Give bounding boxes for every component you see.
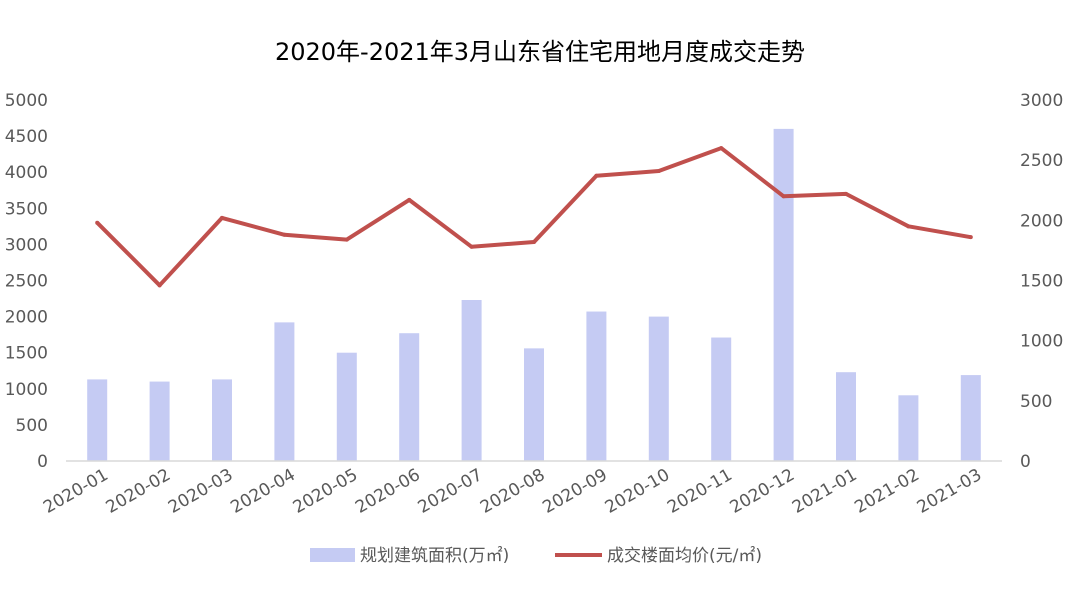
x-tick-label: 2020-06 <box>352 465 424 518</box>
bar <box>274 322 295 461</box>
x-tick-label: 2020-11 <box>664 465 736 518</box>
line-point <box>594 173 599 178</box>
line-point <box>906 224 911 229</box>
line-point <box>407 197 412 202</box>
left-y-tick-label: 0 <box>37 452 48 472</box>
bar <box>149 381 170 461</box>
left-y-tick-label: 2000 <box>5 308 48 328</box>
line-point <box>469 244 474 249</box>
bar <box>773 128 794 461</box>
right-y-tick-label: 2500 <box>1020 151 1063 171</box>
left-y-tick-label: 4000 <box>5 163 48 183</box>
left-y-tick-label: 3000 <box>5 235 48 255</box>
x-tick-label: 2021-03 <box>914 465 986 518</box>
bar <box>711 337 732 461</box>
legend-swatch-bars <box>310 548 355 562</box>
right-y-tick-label: 2000 <box>1020 211 1063 231</box>
line-point <box>781 194 786 199</box>
series-line <box>95 146 972 288</box>
bar <box>524 348 544 461</box>
legend: 规划建筑面积(万㎡) 成交楼面均价(元/㎡) <box>310 546 762 566</box>
bar <box>586 311 607 461</box>
legend-label-bars: 规划建筑面积(万㎡) <box>360 546 509 566</box>
left-y-tick-label: 2500 <box>5 272 48 292</box>
left-y-tick-label: 1000 <box>5 380 48 400</box>
bar <box>836 372 856 461</box>
line-series <box>95 146 973 288</box>
x-tick-label: 2021-02 <box>851 465 923 518</box>
x-tick-label: 2020-04 <box>227 465 299 518</box>
line-point <box>844 191 848 196</box>
x-tick-label: 2020-12 <box>727 465 799 518</box>
x-tick-label: 2020-10 <box>602 465 674 518</box>
right-y-tick-label: 3000 <box>1020 91 1063 111</box>
left-y-tick-label: 5000 <box>5 91 48 111</box>
line-point <box>968 235 973 240</box>
x-tick-label: 2020-03 <box>165 465 237 518</box>
left-y-axis: 0 500 1000 1500 2000 2500 3000 3500 4000 4500 5000 <box>5 91 48 472</box>
x-tick-label: 2020-08 <box>477 465 549 518</box>
left-y-tick-label: 3500 <box>5 199 48 219</box>
left-y-tick-label: 4500 <box>5 127 48 147</box>
right-y-axis: 0 500 1000 1500 2000 2500 3000 <box>1020 91 1063 472</box>
left-y-tick-label: 1500 <box>5 344 48 364</box>
line-point <box>532 239 536 244</box>
bar <box>960 375 981 461</box>
bar <box>461 299 482 461</box>
bar <box>898 395 919 461</box>
bar <box>336 352 357 461</box>
bar-series <box>87 128 981 461</box>
right-y-tick-label: 0 <box>1020 452 1031 472</box>
x-tick-label: 2020-05 <box>290 465 362 518</box>
x-tick-label: 2021-01 <box>789 465 861 518</box>
x-tick-label: 2020-02 <box>103 465 175 518</box>
x-axis: 2020-012020-022020-032020-042020-052020-… <box>40 465 985 518</box>
bar <box>212 379 232 461</box>
right-y-tick-label: 500 <box>1020 392 1052 412</box>
line-point <box>95 220 100 225</box>
x-tick-label: 2020-01 <box>40 465 112 518</box>
line-point <box>344 237 349 242</box>
bar <box>648 316 669 461</box>
right-y-tick-label: 1500 <box>1020 272 1063 292</box>
line-point <box>282 232 287 237</box>
line-point <box>157 283 162 288</box>
x-tick-label: 2020-07 <box>415 465 487 518</box>
line-point <box>656 168 661 173</box>
right-y-tick-label: 1000 <box>1020 332 1063 352</box>
bar <box>399 333 420 461</box>
line-point <box>220 215 224 220</box>
x-tick-label: 2020-09 <box>539 465 611 518</box>
line-point <box>719 146 724 151</box>
chart-title: 2020年-2021年3月山东省住宅用地月度成交走势 <box>275 38 805 66</box>
legend-label-line: 成交楼面均价(元/㎡) <box>607 546 762 566</box>
left-y-tick-label: 500 <box>16 416 48 436</box>
bar <box>87 379 108 461</box>
